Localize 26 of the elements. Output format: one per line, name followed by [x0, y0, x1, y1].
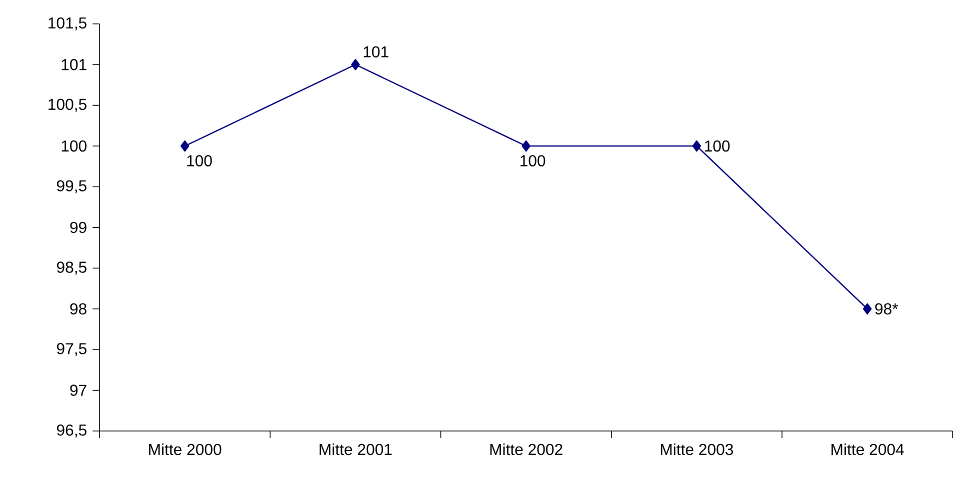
data-label: 101	[364, 46, 388, 58]
y-tick-label: 99	[70, 222, 86, 234]
y-tick-label: 101,5	[48, 17, 86, 31]
y-tick-label: 98,5	[56, 262, 86, 275]
y-tick-label: 99,5	[56, 180, 86, 194]
y-tick-label: 100	[62, 140, 86, 152]
x-tick-label: Mitte 2002	[490, 444, 562, 456]
y-tick-label: 101	[62, 59, 86, 70]
x-tick-label: Mitte 2001	[320, 444, 392, 456]
x-tick-label: Mitte 2004	[832, 444, 904, 456]
data-label: 100	[705, 140, 730, 152]
data-label: 100	[520, 155, 546, 166]
point	[180, 140, 190, 152]
point	[862, 303, 872, 315]
y-tick-label: 98	[70, 303, 86, 315]
point	[692, 140, 702, 152]
point	[351, 59, 360, 70]
y-tick-label: 100,5	[48, 98, 86, 112]
data-label: 100	[187, 155, 212, 166]
y-tick-label: 96,5	[56, 424, 86, 438]
y-tick-label: 97	[70, 384, 86, 396]
point	[522, 140, 530, 152]
x-tick-label: Mitte 2003	[660, 444, 734, 456]
x-tick-label: Mitte 2000	[149, 444, 222, 456]
data-label: 98*	[875, 303, 898, 315]
y-tick-label: 97,5	[56, 343, 86, 356]
